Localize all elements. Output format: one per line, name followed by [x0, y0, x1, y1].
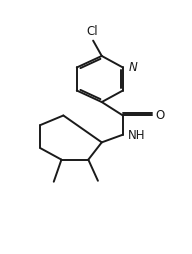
Text: O: O [156, 109, 165, 122]
Text: N: N [128, 61, 137, 74]
Text: Cl: Cl [86, 25, 98, 38]
Text: NH: NH [128, 129, 146, 141]
